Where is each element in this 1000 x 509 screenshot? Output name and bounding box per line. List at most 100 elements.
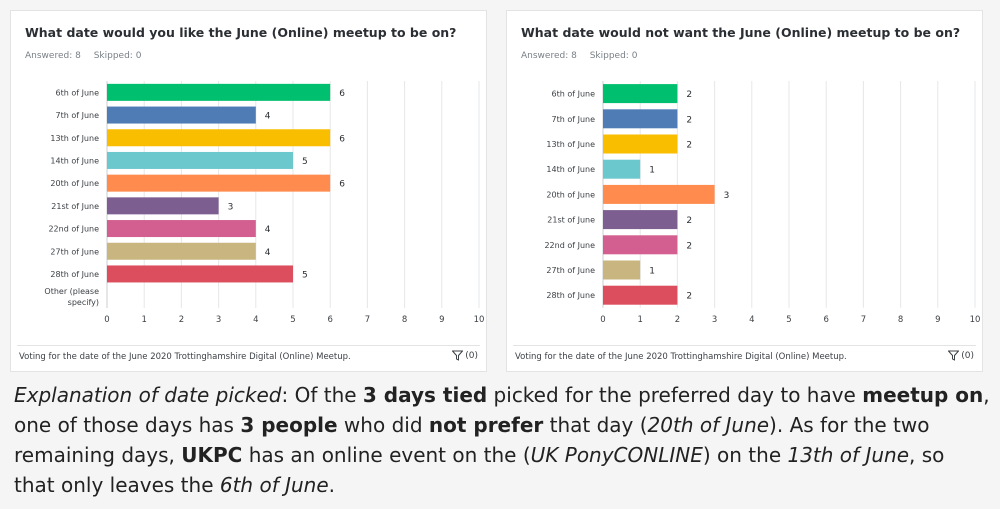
x-tick-label: 1: [141, 315, 146, 325]
category-label: 28th of June: [546, 291, 595, 300]
skipped-count: Skipped: 0: [93, 51, 142, 61]
text-run: 6th of June: [219, 473, 329, 497]
text-run: 3 days tied: [362, 383, 488, 407]
category-label-line: 14th of June: [50, 156, 99, 165]
category-label-line: 7th of June: [551, 115, 595, 124]
data-label: 2: [686, 115, 692, 125]
data-label: 4: [265, 225, 271, 235]
survey-panel-not-preferred: What date would not want the June (Onlin…: [506, 10, 983, 372]
category-label: 14th of June: [50, 156, 99, 165]
bar: [603, 84, 678, 104]
text-run: : Of the: [281, 383, 363, 407]
category-label: 21st of June: [547, 216, 595, 225]
x-tick-label: 9: [439, 315, 444, 325]
x-tick-label: 4: [253, 315, 258, 325]
filter-button[interactable]: (0): [948, 350, 974, 361]
bar: [603, 184, 715, 204]
text-run: UKPC: [181, 443, 243, 467]
bar: [603, 235, 678, 255]
bar: [603, 109, 678, 129]
bar: [107, 106, 256, 124]
response-stats: Answered: 8 Skipped: 0: [521, 51, 637, 61]
text-run: , one of those days has: [14, 383, 990, 437]
filter-count: (0): [961, 350, 974, 361]
data-label: 6: [339, 89, 345, 99]
text-run: ) on the: [702, 443, 788, 467]
filter-button[interactable]: (0): [452, 350, 478, 361]
text-run: , so that only leaves the: [14, 443, 945, 497]
text-run: that day (: [543, 413, 648, 437]
category-label: Other (please specify): [44, 287, 99, 307]
bar: [107, 242, 256, 260]
category-label: 21st of June: [51, 202, 99, 211]
bar: [603, 210, 678, 230]
data-label: 2: [686, 292, 692, 302]
category-label: 6th of June: [55, 88, 99, 97]
category-label: 27th of June: [50, 247, 99, 256]
category-label: 22nd of June: [48, 225, 99, 234]
category-label: 20th of June: [546, 190, 595, 199]
filter-icon: [948, 350, 960, 361]
bar-chart: 0 1 2 3 4 5 6 7 8 9 10 6th of June 6 7th of June 4 13th…: [44, 81, 484, 325]
x-tick-label: 2: [675, 315, 680, 325]
bar: [107, 129, 331, 147]
bar: [107, 151, 293, 169]
bar: [107, 197, 219, 215]
bar: [107, 220, 256, 238]
text-run: meetup on: [862, 383, 984, 407]
text-run: who did: [337, 413, 429, 437]
answered-count: Answered: 8: [521, 51, 577, 61]
x-tick-label: 0: [104, 315, 109, 325]
x-tick-label: 9: [935, 315, 940, 325]
x-tick-label: 6: [327, 315, 332, 325]
text-run: not prefer: [428, 413, 544, 437]
data-label: 2: [686, 141, 692, 151]
x-tick-label: 8: [402, 315, 407, 325]
data-label: 3: [228, 202, 234, 212]
text-run: 20th of June: [647, 413, 770, 437]
data-label: 4: [265, 248, 271, 258]
x-tick-label: 4: [749, 315, 754, 325]
category-label-line: 21st of June: [547, 216, 595, 225]
category-label-line: 22nd of June: [544, 241, 595, 250]
category-label-line: 6th of June: [551, 90, 595, 99]
bar: [107, 83, 331, 101]
category-label-line: Other (please: [44, 287, 99, 296]
x-tick-label: 0: [600, 315, 605, 325]
x-tick-label: 8: [898, 315, 903, 325]
category-label-line: 14th of June: [546, 165, 595, 174]
explanation-heading: Explanation of date picked: [14, 383, 282, 407]
data-label: 4: [265, 112, 271, 122]
category-label-line: 27th of June: [50, 247, 99, 256]
category-label: 14th of June: [546, 165, 595, 174]
x-tick-label: 1: [637, 315, 642, 325]
bar: [603, 159, 641, 179]
data-label: 5: [302, 157, 308, 167]
text-run: ). As for the two remaining days,: [14, 413, 930, 467]
text-run: picked for the preferred day to have: [487, 383, 863, 407]
category-label: 22nd of June: [544, 241, 595, 250]
category-label: 13th of June: [546, 140, 595, 149]
filter-icon: [452, 350, 464, 361]
category-label: 7th of June: [55, 111, 99, 120]
chart-footer: Voting for the date of the June 2020 Tro…: [19, 352, 351, 362]
x-tick-label: 5: [290, 315, 295, 325]
x-tick-label: 5: [786, 315, 791, 325]
category-label-line: 20th of June: [50, 179, 99, 188]
category-label: 13th of June: [50, 134, 99, 143]
text-run: .: [328, 473, 336, 497]
category-label-line: specify): [68, 298, 99, 307]
data-label: 5: [302, 270, 308, 280]
category-label: 7th of June: [551, 115, 595, 124]
data-label: 2: [686, 216, 692, 226]
category-label: 28th of June: [50, 270, 99, 279]
category-label: 27th of June: [546, 266, 595, 275]
category-label: 20th of June: [50, 179, 99, 188]
data-label: 3: [724, 191, 730, 201]
category-label-line: 22nd of June: [48, 225, 99, 234]
x-tick-label: 7: [861, 315, 866, 325]
category-label-line: 6th of June: [55, 88, 99, 97]
bar: [603, 285, 678, 305]
x-tick-label: 3: [216, 315, 221, 325]
category-label-line: 28th of June: [546, 291, 595, 300]
